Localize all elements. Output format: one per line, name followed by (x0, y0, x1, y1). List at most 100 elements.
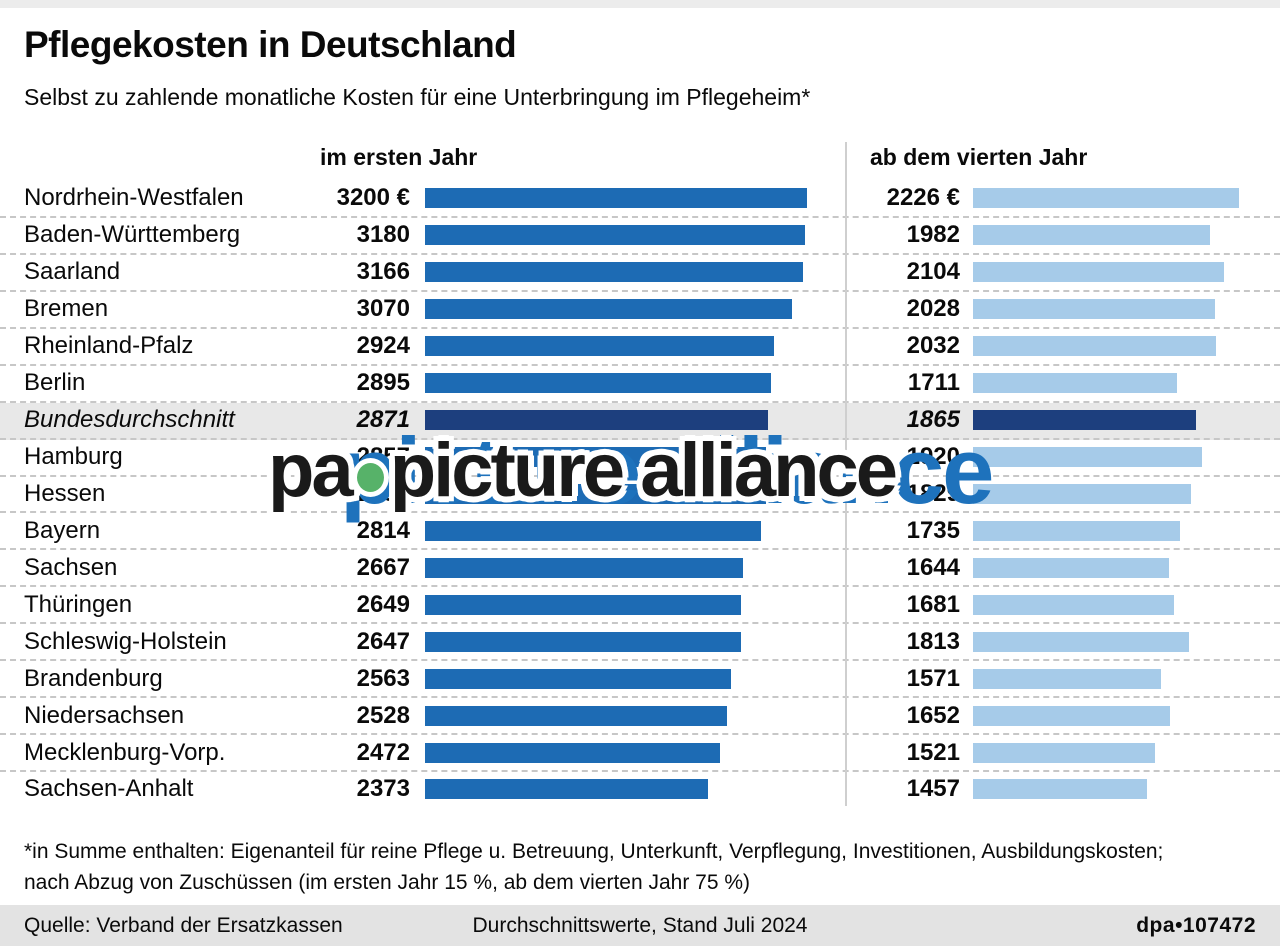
fourth-year-bar-zone (973, 262, 1242, 283)
table-row: Saarland 3166 2104 (0, 255, 1280, 292)
fourth-year-bar-zone (973, 705, 1242, 726)
state-label: Brandenburg (24, 664, 163, 692)
first-year-bar (425, 373, 771, 394)
table-row: Hamburg 2857 1920 (0, 440, 1280, 477)
first-year-value: 2647 (356, 627, 410, 655)
state-label: Bundesdurchschnitt (24, 406, 235, 434)
page-title: Pflegekosten in Deutschland (24, 24, 517, 65)
fourth-year-value: 1982 (906, 221, 960, 249)
first-year-bar-zone (425, 705, 807, 726)
state-label: Niedersachsen (24, 701, 185, 729)
fourth-year-value: 1652 (906, 701, 960, 729)
fourth-year-bar (973, 520, 1180, 541)
first-year-bar-zone (425, 779, 807, 800)
fourth-year-bar (973, 336, 1216, 357)
fourth-year-bar (973, 483, 1191, 504)
state-label: Berlin (24, 369, 86, 397)
first-year-bar-zone (425, 336, 807, 357)
first-year-value: 3166 (356, 258, 410, 286)
footnote: *in Summe enthalten: Eigenanteil für rei… (24, 836, 1163, 898)
fourth-year-value: 2226 € (886, 184, 960, 212)
first-year-bar (425, 225, 805, 246)
fourth-year-bar-zone (973, 594, 1242, 615)
first-year-bar-zone (425, 742, 807, 763)
fourth-year-value: 1813 (906, 627, 960, 655)
first-year-bar (425, 779, 708, 800)
fourth-year-bar (973, 557, 1169, 578)
source-label: Quelle: Verband der Ersatzkassen (24, 913, 343, 937)
first-year-value: 2857 (356, 443, 410, 471)
fourth-year-value: 1644 (906, 553, 960, 581)
fourth-year-bar-zone (973, 483, 1242, 504)
first-year-bar (425, 410, 768, 431)
fourth-year-bar (973, 373, 1177, 394)
table-row: Schleswig-Holstein 2647 1813 (0, 624, 1280, 662)
first-year-value: 2563 (356, 664, 410, 692)
column-divider-line (845, 142, 847, 806)
first-year-bar-zone (425, 188, 807, 209)
first-year-bar (425, 483, 766, 504)
fourth-year-value: 1735 (906, 516, 960, 544)
bottom-bar: Quelle: Verband der Ersatzkassen Durchsc… (0, 905, 1280, 946)
first-year-bar-zone (425, 262, 807, 283)
first-year-bar (425, 557, 743, 578)
bar-table: Nordrhein-Westfalen 3200 € 2226 € Baden-Wür… (0, 181, 1280, 807)
first-year-bar (425, 668, 731, 689)
table-row: Hessen 2854 1829 (0, 477, 1280, 514)
fourth-year-bar-zone (973, 742, 1242, 763)
fourth-year-bar (973, 262, 1224, 283)
table-row: Niedersachsen 2528 1652 (0, 698, 1280, 736)
fourth-year-value: 1521 (906, 738, 960, 766)
first-year-value: 2649 (356, 590, 410, 618)
fourth-year-bar (973, 299, 1215, 320)
first-year-bar-zone (425, 594, 807, 615)
column-header-first-year: im ersten Jahr (320, 144, 478, 170)
fourth-year-bar (973, 188, 1239, 209)
state-label: Bayern (24, 516, 101, 544)
fourth-year-value: 2032 (906, 332, 960, 360)
first-year-bar-zone (425, 631, 807, 652)
first-year-value: 2814 (356, 516, 410, 544)
table-row: Bundesdurchschnitt 2871 1865 (0, 402, 1280, 440)
page-subtitle: Selbst zu zahlende monatliche Kosten für… (24, 84, 811, 110)
state-label: Nordrhein-Westfalen (24, 184, 244, 212)
table-row: Baden-Württemberg 3180 1982 (0, 218, 1280, 255)
fourth-year-value: 1829 (906, 479, 960, 507)
fourth-year-value: 1865 (906, 406, 960, 434)
state-label: Mecklenburg-Vorp. (24, 738, 226, 766)
fourth-year-bar (973, 668, 1161, 689)
fourth-year-bar (973, 742, 1155, 763)
first-year-value: 2871 (356, 406, 410, 434)
state-label: Saarland (24, 258, 121, 286)
fourth-year-bar (973, 705, 1170, 726)
first-year-bar-zone (425, 520, 807, 541)
fourth-year-bar-zone (973, 631, 1242, 652)
first-year-bar (425, 447, 766, 468)
fourth-year-value: 2104 (906, 258, 960, 286)
first-year-bar (425, 188, 807, 209)
fourth-year-bar-zone (973, 373, 1242, 394)
first-year-bar-zone (425, 557, 807, 578)
first-year-bar-zone (425, 668, 807, 689)
first-year-bar (425, 336, 774, 357)
fourth-year-value: 1920 (906, 443, 960, 471)
state-label: Bremen (24, 295, 109, 323)
fourth-year-bar-zone (973, 336, 1242, 357)
fourth-year-bar (973, 447, 1202, 468)
first-year-value: 2667 (356, 553, 410, 581)
fourth-year-bar (973, 631, 1189, 652)
table-row: Bayern 2814 1735 (0, 513, 1280, 551)
table-row: Bremen 3070 2028 (0, 292, 1280, 329)
table-row: Sachsen-Anhalt 2373 1457 (0, 772, 1280, 807)
state-label: Sachsen-Anhalt (24, 775, 194, 803)
first-year-value: 3200 € (336, 184, 410, 212)
fourth-year-value: 1711 (907, 369, 960, 397)
fourth-year-bar-zone (973, 779, 1242, 800)
dpa-credit: dpa•107472 (1136, 913, 1256, 937)
state-label: Thüringen (24, 590, 133, 618)
first-year-value: 3180 (356, 221, 410, 249)
state-label: Rheinland-Pfalz (24, 332, 194, 360)
fourth-year-bar-zone (973, 299, 1242, 320)
state-label: Schleswig-Holstein (24, 627, 227, 655)
